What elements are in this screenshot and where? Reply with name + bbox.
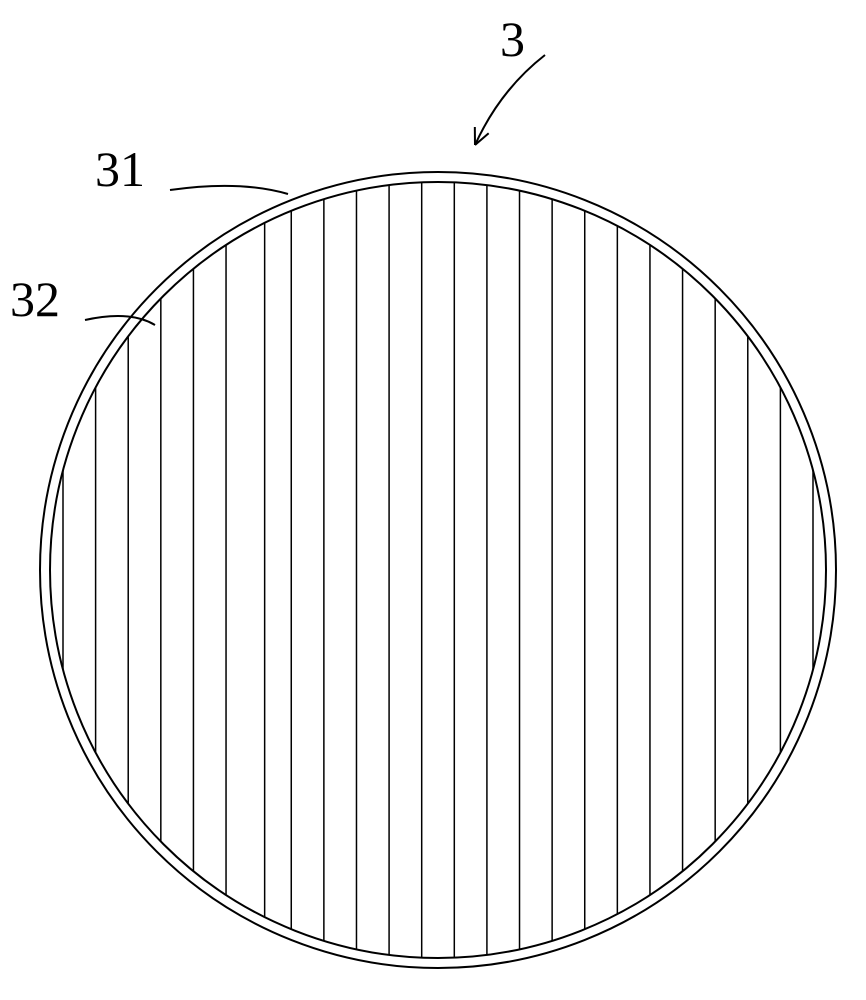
outer-ring: [40, 172, 836, 968]
label-main: 3: [500, 10, 525, 68]
stripe-group: [63, 177, 813, 963]
inner-ring: [50, 182, 826, 958]
leader-main: [475, 55, 545, 145]
label-inner: 32: [10, 270, 60, 328]
label-outer: 31: [95, 140, 145, 198]
leader-outer: [170, 186, 288, 194]
